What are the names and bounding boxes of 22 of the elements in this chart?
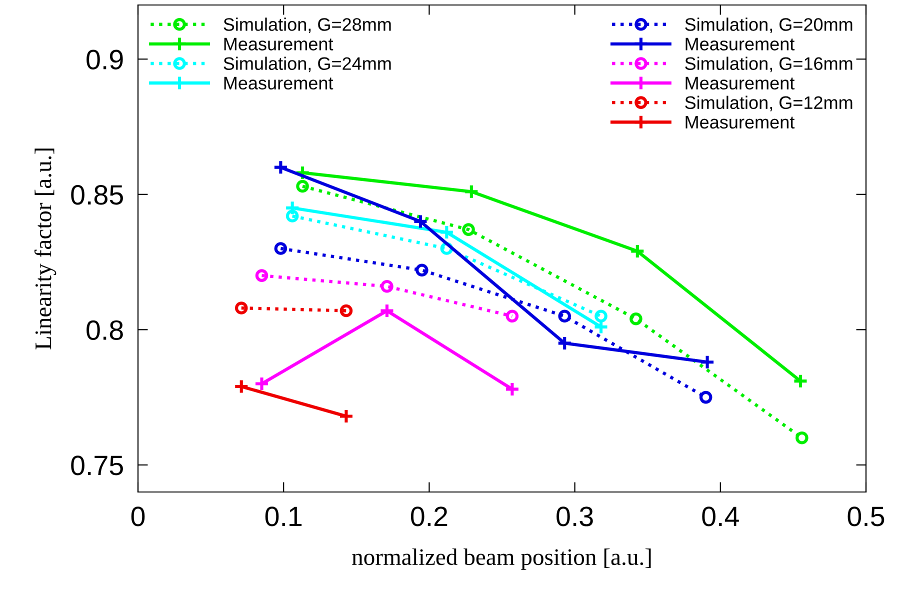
y-tick-label: 0.8	[86, 320, 123, 340]
legend-label: Measurement	[686, 38, 795, 50]
legend-label: Simulation, G=24mm	[224, 56, 391, 72]
y-tick-label: 0.85	[71, 185, 123, 205]
legend-label: Simulation, G=20mm	[685, 18, 852, 34]
x-tick-label: 0.4	[702, 506, 739, 526]
x-tick-label: 0	[131, 506, 145, 526]
x-axis-title: normalized beam position [a.u.]	[352, 548, 651, 570]
y-tick-label: 0.9	[86, 50, 123, 70]
x-tick-label: 0.2	[410, 506, 448, 526]
legend-label: Simulation, G=28mm	[224, 18, 391, 34]
legend-label: Simulation, G=12mm	[685, 96, 852, 112]
legend-label: Measurement	[224, 76, 334, 90]
y-axis-title: Linearity factor [a.u.]	[34, 148, 56, 350]
y-tick-label: 0.75	[71, 456, 123, 476]
legend-label: Measurement	[686, 76, 795, 90]
x-tick-label: 0.5	[848, 506, 884, 526]
legend-label: Measurement	[686, 116, 795, 129]
legend-label: Simulation, G=16mm	[685, 56, 852, 72]
x-tick-label: 0.3	[556, 506, 593, 526]
legend-label: Measurement	[224, 38, 334, 50]
x-tick-label: 0.1	[265, 506, 302, 526]
